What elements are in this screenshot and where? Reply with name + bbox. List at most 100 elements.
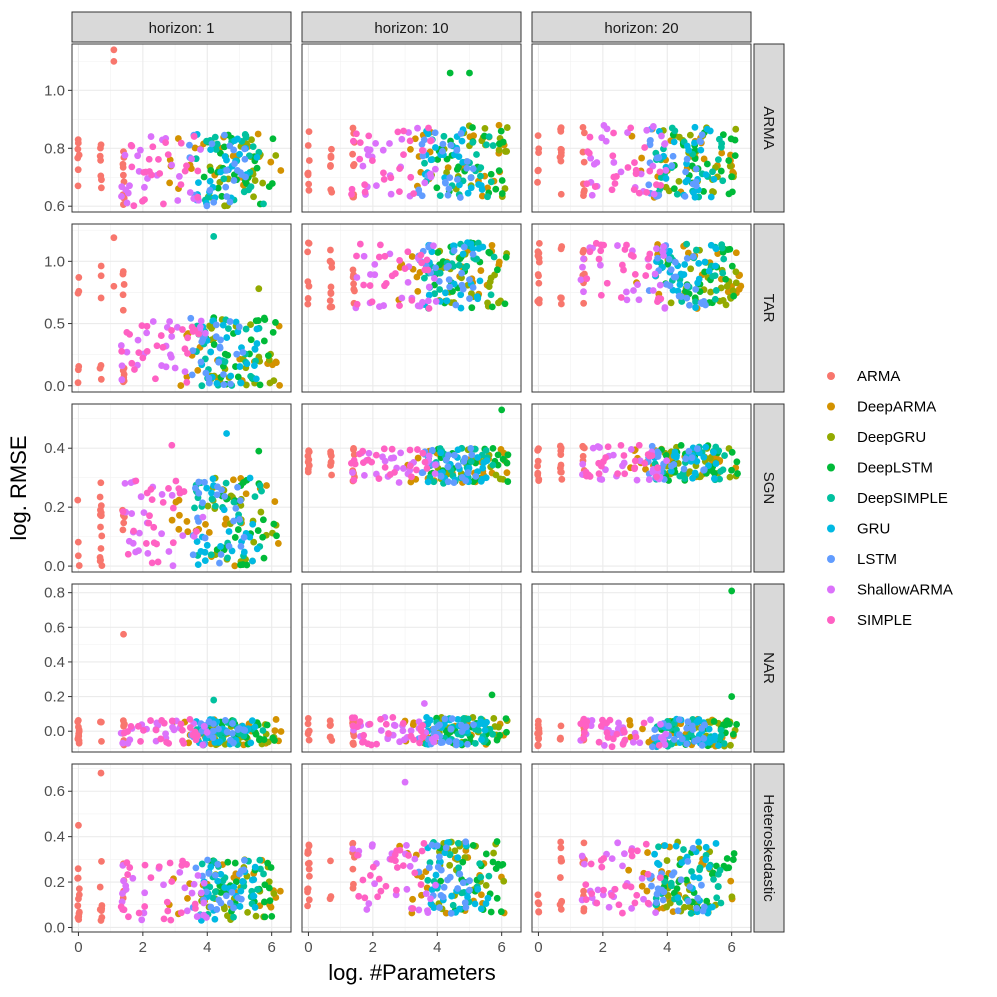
data-point [651,726,659,734]
y-tick-label: 0.0 [44,558,65,575]
data-point [420,136,428,144]
data-point [726,720,733,728]
data-point [74,538,82,546]
data-point [219,877,227,885]
data-point [719,131,727,139]
data-point [503,459,511,467]
data-point [588,191,596,199]
data-point [387,454,395,462]
y-tick-label: 0.6 [44,783,65,800]
data-point [425,283,433,291]
data-point [631,270,639,278]
data-point [556,735,564,743]
data-point [356,240,364,248]
data-point [681,261,689,268]
data-point [98,858,105,865]
panel-border [531,43,752,213]
data-point [632,166,640,174]
data-point [188,371,196,379]
data-point [224,554,231,562]
data-point [653,245,660,253]
data-point [421,179,429,187]
data-point [360,731,368,739]
data-point [230,146,238,154]
data-point [250,892,258,900]
data-point [269,734,277,742]
data-point [692,298,699,306]
data-point [690,873,698,881]
y-tick-label: 1.0 [44,82,65,99]
data-point [147,485,155,493]
data-point [621,850,628,858]
data-point [200,722,208,730]
data-point [604,443,612,451]
data-point [177,720,185,728]
data-point [177,909,185,917]
data-point [487,908,495,916]
data-point [305,448,313,455]
data-point [231,562,239,570]
data-point [454,446,462,454]
data-point [255,447,263,455]
data-point [122,186,130,194]
data-point [353,274,361,281]
data-point [266,897,274,905]
data-point [457,291,465,299]
data-point [221,131,228,139]
facet-panel [531,223,752,393]
data-point [459,250,467,258]
data-point [207,903,215,911]
data-point [577,276,585,284]
data-point [253,164,261,172]
data-point [495,140,503,148]
data-point [250,538,258,546]
panel-border [71,223,292,393]
data-point [469,284,477,291]
data-point [463,158,471,165]
data-point [495,146,503,154]
data-point [700,155,708,163]
data-point [277,167,285,174]
data-point [350,880,357,888]
data-point [97,141,105,149]
data-point [355,892,363,900]
data-point [602,454,610,461]
data-point [304,847,312,855]
data-point [179,857,186,865]
data-point [594,443,602,450]
data-point [136,146,144,154]
data-point [140,509,148,517]
data-point [184,894,191,902]
data-point [203,728,211,736]
data-point [167,351,174,359]
data-point [424,297,432,305]
data-point [74,182,82,190]
data-point [423,256,431,264]
data-point [399,862,407,870]
data-point [183,907,191,915]
data-point [435,853,443,861]
data-point [588,890,596,898]
data-point [630,186,638,194]
data-point [172,477,180,485]
data-point [534,462,541,470]
data-point [705,462,712,470]
data-point [700,188,707,195]
data-point [159,498,167,506]
data-point [249,520,257,528]
data-point [135,909,143,917]
legend-label: LSTM [857,551,897,568]
data-point [447,909,455,917]
data-point [419,721,427,729]
data-point [424,909,432,916]
data-point [673,452,680,459]
data-point [657,181,665,189]
data-point [620,459,628,467]
data-point [173,323,181,331]
data-point [207,167,215,174]
data-point [680,846,687,853]
data-point [195,330,203,338]
data-point [674,907,682,915]
data-point [110,234,118,242]
data-point [420,700,428,707]
